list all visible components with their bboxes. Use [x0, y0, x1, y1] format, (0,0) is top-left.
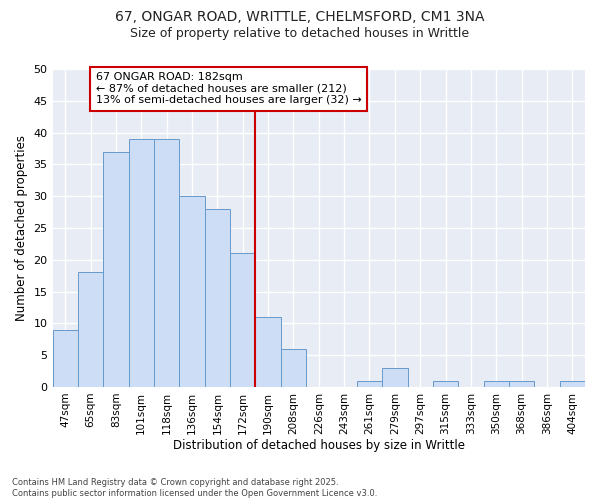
Text: Size of property relative to detached houses in Writtle: Size of property relative to detached ho… [130, 28, 470, 40]
Bar [154, 139, 179, 387]
Bar [53, 330, 78, 387]
Bar [179, 196, 205, 387]
Bar [103, 152, 128, 387]
Bar [205, 209, 230, 387]
Bar [509, 380, 534, 387]
Bar [281, 349, 306, 387]
Text: 67, ONGAR ROAD, WRITTLE, CHELMSFORD, CM1 3NA: 67, ONGAR ROAD, WRITTLE, CHELMSFORD, CM1… [115, 10, 485, 24]
Text: Contains HM Land Registry data © Crown copyright and database right 2025.
Contai: Contains HM Land Registry data © Crown c… [12, 478, 377, 498]
X-axis label: Distribution of detached houses by size in Writtle: Distribution of detached houses by size … [173, 440, 465, 452]
Y-axis label: Number of detached properties: Number of detached properties [15, 135, 28, 321]
Bar [560, 380, 585, 387]
Bar [357, 380, 382, 387]
Bar [484, 380, 509, 387]
Bar [256, 317, 281, 387]
Bar [382, 368, 407, 387]
Bar [128, 139, 154, 387]
Text: 67 ONGAR ROAD: 182sqm
← 87% of detached houses are smaller (212)
13% of semi-det: 67 ONGAR ROAD: 182sqm ← 87% of detached … [95, 72, 361, 106]
Bar [433, 380, 458, 387]
Bar [78, 272, 103, 387]
Bar [230, 254, 256, 387]
